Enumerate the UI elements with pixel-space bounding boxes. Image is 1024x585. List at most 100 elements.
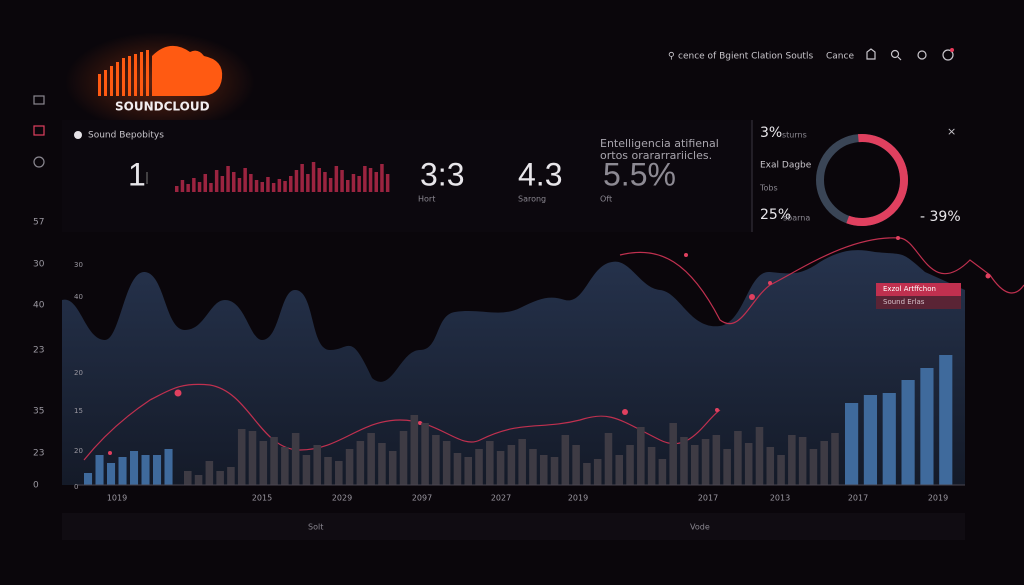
close-button[interactable]: ×: [947, 125, 956, 138]
left-axis-label: 23: [33, 449, 44, 459]
mini-bar: [357, 176, 361, 192]
mini-bar: [254, 180, 259, 192]
mini-bar: [271, 183, 276, 192]
sidebar-icons[interactable]: [33, 95, 45, 168]
mini-bar: [294, 170, 299, 192]
bar: [164, 449, 173, 485]
mini-bar: [260, 182, 264, 192]
mini-bar: [243, 168, 247, 192]
tooltip-text: Sound Erlas: [883, 298, 925, 306]
notification-dot: [950, 48, 954, 52]
bar: [388, 451, 397, 485]
mini-bar: [300, 164, 304, 192]
logo-text: SOUNDCLOUD: [115, 100, 210, 114]
bar: [604, 433, 613, 485]
trend-points: [108, 236, 991, 455]
mini-bar: [351, 174, 356, 192]
bar: [95, 455, 104, 485]
logo-icon: [98, 45, 223, 96]
stat-value: 3:3: [420, 156, 464, 192]
cancel-button[interactable]: Cance: [826, 52, 854, 62]
stat-value: 4.3: [518, 156, 562, 192]
stat-label: Sarong: [518, 195, 546, 204]
panel-note: ortos orararrariicles.: [600, 149, 712, 162]
bar: [259, 441, 268, 485]
inner-axis-label: 40: [74, 293, 83, 301]
x-axis-label: 2015: [252, 494, 272, 503]
mini-bar: [226, 166, 230, 192]
mini-bar: [237, 178, 242, 192]
bar: [701, 439, 710, 485]
bar: [486, 441, 494, 485]
donut-label: Tobs: [759, 184, 778, 193]
left-axis-label: 23: [33, 346, 44, 356]
stat-value: 5.5%: [603, 156, 676, 192]
bar: [820, 441, 828, 485]
mini-bar: [203, 174, 207, 192]
bar: [205, 461, 214, 485]
mini-bar: [340, 170, 344, 192]
bar: [335, 461, 343, 485]
x-axis-label: 1019: [107, 494, 127, 503]
bar: [777, 455, 785, 485]
donut-label: Exal Dagbe: [760, 161, 812, 171]
stat-label: Hort: [418, 195, 435, 204]
x-axis-label: 2029: [332, 494, 352, 503]
bar: [690, 445, 699, 485]
donut-stat: 25%: [760, 207, 791, 223]
bar: [723, 449, 731, 485]
bar: [496, 451, 505, 485]
x-axis-label: 2027: [491, 494, 511, 503]
inner-axis-label: 15: [74, 407, 83, 415]
mini-bar: [363, 166, 367, 192]
bar: [901, 380, 915, 485]
mini-bar: [289, 176, 293, 192]
bar: [920, 368, 934, 485]
donut-change: - 39%: [920, 209, 961, 225]
x-axis-label: 2017: [848, 494, 868, 503]
bar: [84, 473, 93, 485]
mini-bar: [232, 172, 236, 192]
mini-bar: [186, 184, 190, 192]
mini-bar: [192, 178, 196, 192]
donut-stat: 3%: [760, 125, 782, 141]
bar: [593, 459, 602, 485]
search-icon[interactable]: ⚲: [668, 52, 675, 62]
panel-note: Entelligencia atifienal: [600, 137, 719, 150]
bar: [227, 467, 235, 485]
bar: [475, 449, 483, 485]
mini-bar: [328, 178, 333, 192]
bar: [302, 455, 311, 485]
bottom-tab[interactable]: Vode: [690, 523, 710, 532]
info-icon: [74, 131, 82, 139]
x-axis-label: 2013: [770, 494, 790, 503]
bar: [845, 403, 859, 485]
bar: [153, 455, 162, 485]
mini-bar: [323, 172, 327, 192]
bottom-bar: [62, 513, 965, 540]
bar: [453, 453, 462, 485]
bar: [313, 445, 321, 485]
inner-axis-label: 20: [74, 369, 83, 377]
mini-bar: [374, 172, 378, 192]
bar: [291, 433, 300, 485]
bar: [734, 431, 742, 485]
bar: [637, 427, 645, 485]
bar: [399, 431, 408, 485]
bar: [766, 447, 775, 485]
left-axis-label: 35: [33, 407, 44, 417]
mini-bar: [220, 176, 225, 192]
donut-stat-label: sturns: [782, 131, 807, 140]
bar: [356, 441, 365, 485]
top-icons[interactable]: [866, 48, 954, 61]
bar: [529, 449, 537, 485]
bar: [194, 475, 203, 485]
bar: [248, 431, 257, 485]
area-chart: [62, 250, 965, 485]
search-text[interactable]: cence of Bgient Clation Soutls: [678, 52, 813, 62]
bar: [216, 471, 224, 485]
bar: [626, 445, 634, 485]
x-axis-label: 2019: [928, 494, 948, 503]
stat-label: Oft: [600, 195, 612, 204]
bottom-tab[interactable]: Solt: [308, 523, 323, 532]
